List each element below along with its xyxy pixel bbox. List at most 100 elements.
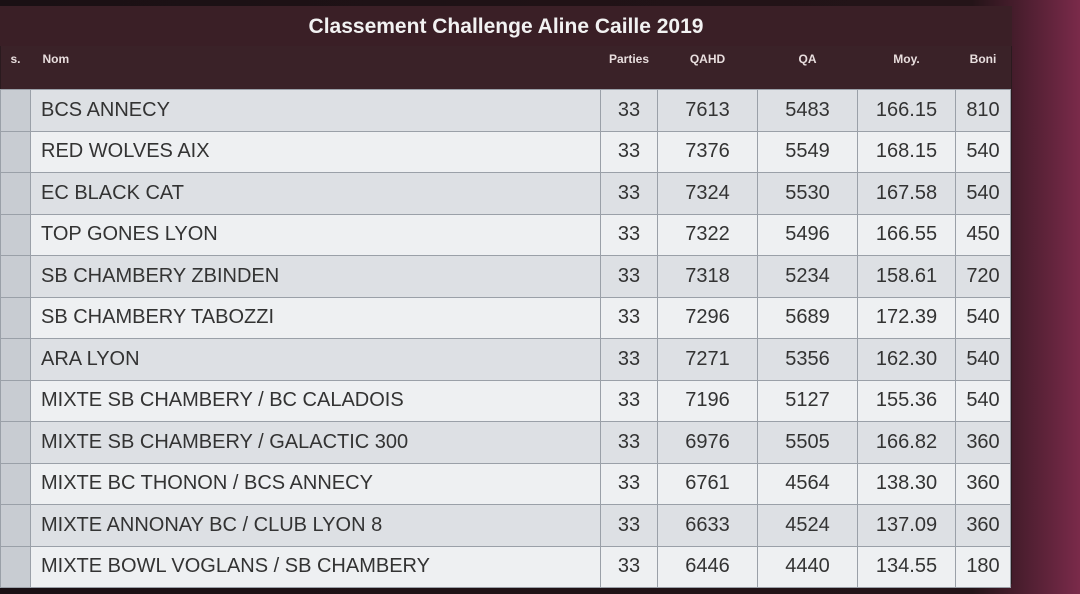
stat-cell: 6976 xyxy=(657,421,758,464)
table-body: BCS ANNECY 33 7613 5483 166.15 810 RED WOLVES … xyxy=(0,89,1011,588)
stat-cell: 33 xyxy=(600,504,658,547)
stat-cell: 166.82 xyxy=(857,421,956,464)
title: Classement Challenge Aline Caille 2019 xyxy=(0,6,1012,46)
stat-cell: 5127 xyxy=(757,379,858,422)
rank-cell xyxy=(0,504,31,547)
stat-cell: 166.15 xyxy=(857,89,956,132)
team-name: SB CHAMBERY TABOZZI xyxy=(30,296,601,339)
stat-cell: 158.61 xyxy=(857,255,956,298)
stat-cell: 540 xyxy=(955,338,1011,381)
team-name: RED WOLVES AIX xyxy=(30,130,601,173)
stat-cell: 360 xyxy=(955,421,1011,464)
stat-cell: 162.30 xyxy=(857,338,956,381)
team-name: MIXTE BC THONON / BCS ANNECY xyxy=(30,462,601,505)
stat-cell: 167.58 xyxy=(857,172,956,215)
rank-cell xyxy=(0,296,31,339)
stat-cell: 450 xyxy=(955,213,1011,256)
stat-cell: 168.15 xyxy=(857,130,956,173)
stat-cell: 5689 xyxy=(757,296,858,339)
stat-cell: 5234 xyxy=(757,255,858,298)
stat-cell: 33 xyxy=(600,462,658,505)
rank-cell xyxy=(0,255,31,298)
stat-cell: 172.39 xyxy=(857,296,956,339)
stat-cell: 7318 xyxy=(657,255,758,298)
stat-cell: 5505 xyxy=(757,421,858,464)
stat-cell: 4524 xyxy=(757,504,858,547)
rank-cell xyxy=(0,338,31,381)
table-row: MIXTE SB CHAMBERY / BC CALADOIS 33 7196 512… xyxy=(0,379,1011,422)
stat-cell: 134.55 xyxy=(857,545,956,588)
team-name: MIXTE SB CHAMBERY / BC CALADOIS xyxy=(30,379,601,422)
stat-cell: 33 xyxy=(600,545,658,588)
stat-cell: 33 xyxy=(600,130,658,173)
team-name: ARA LYON xyxy=(30,338,601,381)
stat-cell: 6633 xyxy=(657,504,758,547)
stat-cell: 540 xyxy=(955,130,1011,173)
stat-cell: 720 xyxy=(955,255,1011,298)
column-header: Moy. xyxy=(857,46,956,90)
stat-cell: 138.30 xyxy=(857,462,956,505)
team-name: MIXTE SB CHAMBERY / GALACTIC 300 xyxy=(30,421,601,464)
rank-cell xyxy=(0,545,31,588)
stat-cell: 7271 xyxy=(657,338,758,381)
stat-cell: 540 xyxy=(955,379,1011,422)
column-header: Parties xyxy=(600,46,658,90)
stat-cell: 7613 xyxy=(657,89,758,132)
stat-cell: 180 xyxy=(955,545,1011,588)
rank-cell xyxy=(0,379,31,422)
stat-cell: 7376 xyxy=(657,130,758,173)
column-header: QAHD xyxy=(657,46,758,90)
stat-cell: 166.55 xyxy=(857,213,956,256)
stat-cell: 7296 xyxy=(657,296,758,339)
ranking-table: s. Nom Parties QAHD QA Moy. Boni BCS ANNECY 33 7… xyxy=(0,46,1011,588)
team-name: SB CHAMBERY ZBINDEN xyxy=(30,255,601,298)
rank-cell xyxy=(0,462,31,505)
team-name: MIXTE BOWL VOGLANS / SB CHAMBERY xyxy=(30,545,601,588)
column-header: QA xyxy=(757,46,858,90)
table-row: ARA LYON 33 7271 5356 162.30 540 xyxy=(0,338,1011,381)
team-name: TOP GONES LYON xyxy=(30,213,601,256)
rank-cell xyxy=(0,172,31,215)
stat-cell: 5483 xyxy=(757,89,858,132)
team-name: BCS ANNECY xyxy=(30,89,601,132)
rank-cell xyxy=(0,213,31,256)
stat-cell: 810 xyxy=(955,89,1011,132)
stat-cell: 5530 xyxy=(757,172,858,215)
stat-cell: 6446 xyxy=(657,545,758,588)
stat-cell: 7322 xyxy=(657,213,758,256)
stat-cell: 5549 xyxy=(757,130,858,173)
stat-cell: 33 xyxy=(600,213,658,256)
stat-cell: 4440 xyxy=(757,545,858,588)
stat-cell: 7324 xyxy=(657,172,758,215)
stat-cell: 360 xyxy=(955,504,1011,547)
stat-cell: 4564 xyxy=(757,462,858,505)
table-row: MIXTE ANNONAY BC / CLUB LYON 8 33 6633 4524… xyxy=(0,504,1011,547)
team-name: MIXTE ANNONAY BC / CLUB LYON 8 xyxy=(30,504,601,547)
stat-cell: 155.36 xyxy=(857,379,956,422)
table-row: MIXTE SB CHAMBERY / GALACTIC 300 33 6976 55… xyxy=(0,421,1011,464)
stat-cell: 33 xyxy=(600,255,658,298)
stat-cell: 5496 xyxy=(757,213,858,256)
table-row: RED WOLVES AIX 33 7376 5549 168.15 540 xyxy=(0,130,1011,173)
table-row: MIXTE BC THONON / BCS ANNECY 33 6761 4564 13… xyxy=(0,462,1011,505)
stat-cell: 33 xyxy=(600,172,658,215)
stat-cell: 7196 xyxy=(657,379,758,422)
table-row: SB CHAMBERY TABOZZI 33 7296 5689 172.39 540 xyxy=(0,296,1011,339)
stat-cell: 33 xyxy=(600,338,658,381)
rank-cell xyxy=(0,130,31,173)
rank-cell xyxy=(0,89,31,132)
stat-cell: 137.09 xyxy=(857,504,956,547)
stat-cell: 33 xyxy=(600,296,658,339)
column-header: Boni xyxy=(955,46,1011,90)
stat-cell: 33 xyxy=(600,379,658,422)
rank-cell xyxy=(0,421,31,464)
table-row: EC BLACK CAT 33 7324 5530 167.58 540 xyxy=(0,172,1011,215)
stat-cell: 5356 xyxy=(757,338,858,381)
column-header: Nom xyxy=(30,46,601,90)
stat-cell: 33 xyxy=(600,421,658,464)
column-header: s. xyxy=(0,46,31,90)
screen: Classement Challenge Aline Caille 2019 s… xyxy=(0,6,1012,588)
stat-cell: 540 xyxy=(955,296,1011,339)
stat-cell: 33 xyxy=(600,89,658,132)
